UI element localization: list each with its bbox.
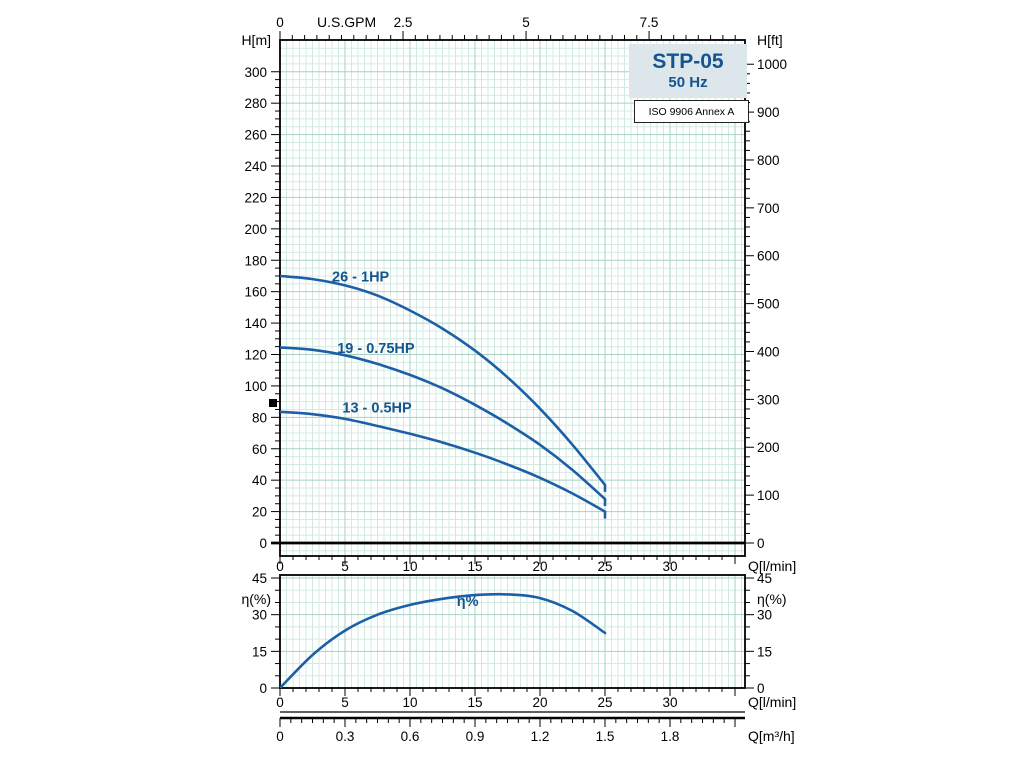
main-plot-frame	[279, 39, 746, 557]
tick-label: 600	[757, 249, 780, 264]
curve-26-1HP	[280, 274, 607, 487]
tick-label: 30	[662, 695, 677, 710]
tick-label: 900	[757, 105, 780, 120]
tick-label: 800	[757, 153, 780, 168]
tick-label: 180	[244, 253, 267, 268]
tick-label: 15	[757, 644, 772, 659]
eff-x-unit: Q[l/min]	[748, 694, 796, 710]
curve-label: 26 - 1HP	[332, 269, 390, 285]
main-x-top-unit: U.S.GPM	[317, 14, 376, 30]
tick-label: 1000	[757, 57, 787, 72]
pump-frequency-label: 50 Hz	[668, 74, 708, 92]
curve-13-0.5HP	[280, 410, 607, 513]
tick-label: 0.9	[466, 729, 485, 744]
tick-label: 1.2	[531, 729, 550, 744]
tick-label: 120	[244, 348, 267, 363]
tick-label: 45	[757, 571, 772, 586]
tick-label: 60	[252, 442, 267, 457]
tick-label: 0	[757, 536, 765, 551]
tick-label: 240	[244, 159, 267, 174]
tick-label: 0	[276, 15, 284, 30]
flow-scale-ruler: 0 0.3 0.6 0.9 1.2 1.5 1.8	[276, 711, 745, 744]
tick-label: 300	[757, 392, 780, 407]
eff-y-right-unit: η(%)	[757, 591, 787, 607]
tick-label: 15	[467, 559, 482, 574]
tick-label: 30	[757, 608, 772, 623]
main-axis-ticks: 0204060801001201401601802002202402602803…	[244, 15, 787, 574]
eff-grid	[280, 575, 745, 688]
tick-label: 20	[532, 695, 547, 710]
tick-label: 45	[252, 571, 267, 586]
tick-label: 0	[276, 729, 284, 744]
tick-label: 200	[244, 222, 267, 237]
efficiency-label: η%	[457, 594, 479, 610]
tick-label: 260	[244, 128, 267, 143]
title-block: STP-05 50 Hz	[629, 44, 747, 98]
main-x-unit: Q[l/min]	[748, 558, 796, 574]
efficiency-curve	[280, 592, 607, 688]
tick-label: 0	[757, 681, 765, 696]
tick-label: 15	[252, 644, 267, 659]
tick-label: 5	[341, 559, 349, 574]
main-grid	[280, 40, 745, 556]
axis-unit-labels: H[m] H[ft] U.S.GPM Q[l/min] η(%) η(%) Q[…	[241, 14, 796, 744]
tick-label: 25	[597, 559, 612, 574]
tick-label: 10	[402, 695, 417, 710]
head-curves	[280, 274, 607, 519]
tick-label: 140	[244, 316, 267, 331]
tick-label: 0.6	[401, 729, 420, 744]
tick-label: 30	[252, 608, 267, 623]
curve-19-0.75HP	[280, 346, 607, 501]
tick-label: 15	[467, 695, 482, 710]
iso-standard-badge: ISO 9906 Annex A	[634, 100, 749, 123]
main-y-right-unit: H[ft]	[757, 32, 783, 48]
curve-efficiency	[280, 592, 607, 688]
tick-label: 40	[252, 473, 267, 488]
tick-label: 0.3	[336, 729, 355, 744]
tick-label: 2.5	[394, 15, 413, 30]
tick-label: 5	[341, 695, 349, 710]
tick-label: 20	[252, 505, 267, 520]
tick-label: 100	[757, 488, 780, 503]
eff-y-left-unit: η(%)	[241, 591, 271, 607]
tick-label: 80	[252, 410, 267, 425]
tick-label: 0	[259, 536, 267, 551]
tick-label: 0	[259, 681, 267, 696]
tick-label: 100	[244, 379, 267, 394]
tick-label: 160	[244, 285, 267, 300]
tick-label: 1.5	[596, 729, 615, 744]
tick-label: 0	[276, 559, 284, 574]
tick-label: 1.8	[661, 729, 680, 744]
flow-m3h-unit: Q[m³/h]	[748, 728, 795, 744]
generated-chart-layer: 0204060801001201401601802002202402602803…	[244, 15, 787, 744]
eff-plot-frame	[279, 574, 746, 689]
tick-label: 280	[244, 96, 267, 111]
curve-label: 13 - 0.5HP	[342, 401, 412, 417]
tick-label: 300	[244, 65, 267, 80]
tick-label: 7.5	[640, 15, 659, 30]
tick-label: 700	[757, 201, 780, 216]
tick-label: 400	[757, 344, 780, 359]
curve-label: 19 - 0.75HP	[337, 341, 415, 357]
tick-label: 10	[402, 559, 417, 574]
curve-start-marker	[269, 399, 277, 407]
tick-label: 20	[532, 559, 547, 574]
tick-label: 25	[597, 695, 612, 710]
main-y-left-unit: H[m]	[241, 32, 271, 48]
tick-label: 500	[757, 297, 780, 312]
tick-label: 30	[662, 559, 677, 574]
tick-label: 5	[522, 15, 530, 30]
tick-label: 200	[757, 440, 780, 455]
tick-label: 220	[244, 190, 267, 205]
tick-label: 0	[276, 695, 284, 710]
pump-model-label: STP-05	[652, 49, 724, 73]
